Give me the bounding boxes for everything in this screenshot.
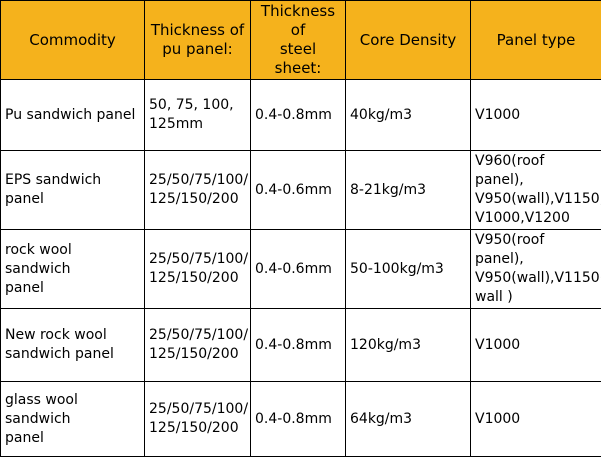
cell-pu-thickness: 25/50/75/100/ 125/150/200 — [145, 151, 251, 230]
table-row: EPS sandwich panel 25/50/75/100/ 125/150… — [1, 151, 601, 230]
cell-panel-type: V1000 — [471, 309, 601, 382]
cell-core-density: 64kg/m3 — [346, 382, 471, 457]
cell-commodity: glass wool sandwich panel — [1, 382, 145, 457]
cell-steel-thickness: 0.4-0.8mm — [251, 309, 346, 382]
table-header-row: Commodity Thickness of pu panel: Thickne… — [1, 1, 601, 80]
header-core-density: Core Density — [346, 1, 471, 80]
cell-panel-type: V960(roof panel), V950(wall),V1150, V100… — [471, 151, 601, 230]
cell-panel-type: V1000 — [471, 80, 601, 151]
cell-panel-type: V1000 — [471, 382, 601, 457]
cell-core-density: 40kg/m3 — [346, 80, 471, 151]
table-row: Pu sandwich panel 50, 75, 100, 125mm 0.4… — [1, 80, 601, 151]
cell-pu-thickness: 25/50/75/100/ 125/150/200 — [145, 230, 251, 309]
cell-steel-thickness: 0.4-0.8mm — [251, 80, 346, 151]
cell-pu-thickness: 50, 75, 100, 125mm — [145, 80, 251, 151]
header-commodity: Commodity — [1, 1, 145, 80]
cell-core-density: 50-100kg/m3 — [346, 230, 471, 309]
table-row: New rock wool sandwich panel 25/50/75/10… — [1, 309, 601, 382]
table-row: rock wool sandwich panel 25/50/75/100/ 1… — [1, 230, 601, 309]
cell-commodity: EPS sandwich panel — [1, 151, 145, 230]
cell-commodity: rock wool sandwich panel — [1, 230, 145, 309]
cell-core-density: 120kg/m3 — [346, 309, 471, 382]
table-row: glass wool sandwich panel 25/50/75/100/ … — [1, 382, 601, 457]
cell-steel-thickness: 0.4-0.6mm — [251, 230, 346, 309]
cell-core-density: 8-21kg/m3 — [346, 151, 471, 230]
cell-pu-thickness: 25/50/75/100/ 125/150/200 — [145, 309, 251, 382]
cell-commodity: Pu sandwich panel — [1, 80, 145, 151]
header-panel-type: Panel type — [471, 1, 601, 80]
header-pu-thickness: Thickness of pu panel: — [145, 1, 251, 80]
cell-panel-type: V950(roof panel), V950(wall),V1150( wall… — [471, 230, 601, 309]
cell-steel-thickness: 0.4-0.6mm — [251, 151, 346, 230]
header-steel-thickness: Thickness of steel sheet: — [251, 1, 346, 80]
cell-steel-thickness: 0.4-0.8mm — [251, 382, 346, 457]
cell-commodity: New rock wool sandwich panel — [1, 309, 145, 382]
cell-pu-thickness: 25/50/75/100/ 125/150/200 — [145, 382, 251, 457]
